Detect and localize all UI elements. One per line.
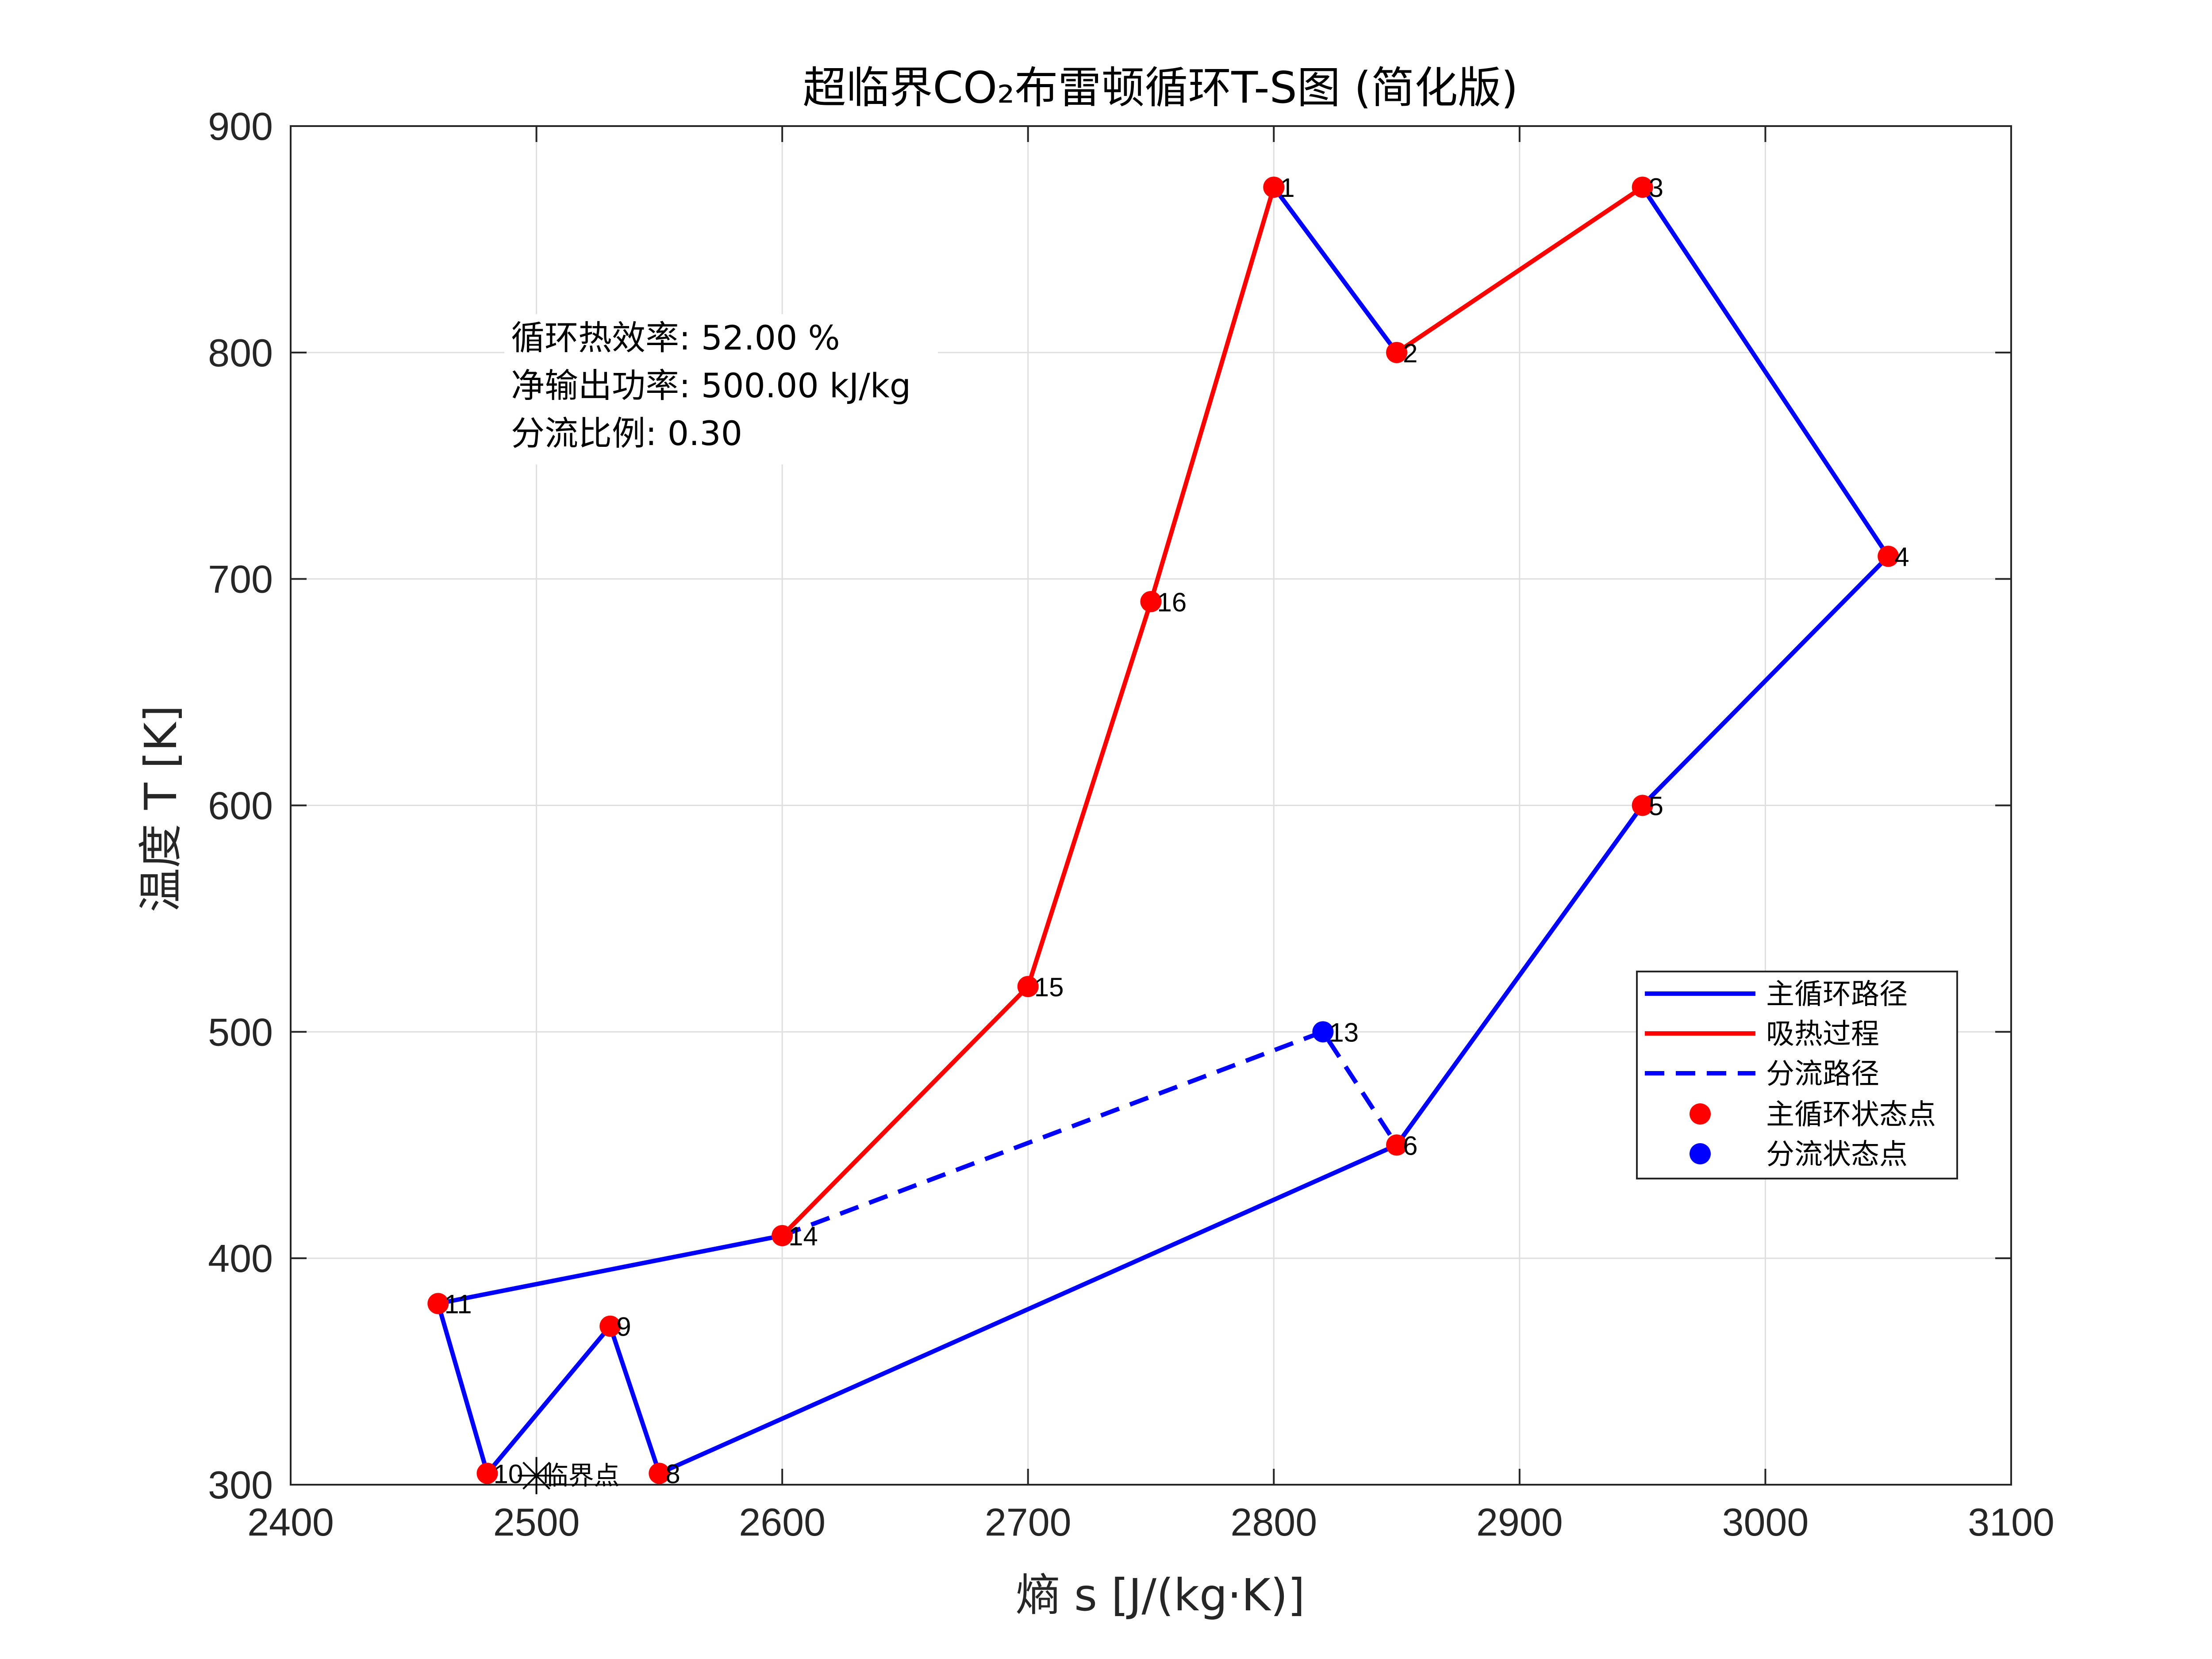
x-tick-label-2500: 2500 <box>493 1500 580 1544</box>
state-point-10 <box>476 1463 498 1484</box>
series-line-1-segment-0 <box>780 186 1276 1237</box>
annotation-net-work: 净输出功率: 500.00 kJ/kg <box>511 366 911 405</box>
x-tick-label-2600: 2600 <box>739 1500 826 1544</box>
x-tick-label-3100: 3100 <box>1968 1500 2055 1544</box>
legend-swatch-split-points <box>1690 1143 1711 1164</box>
x-tick-label-2800: 2800 <box>1230 1500 1317 1544</box>
x-tick-label-2700: 2700 <box>985 1500 1071 1544</box>
state-point-8 <box>649 1463 670 1484</box>
state-point-4 <box>1878 545 1899 567</box>
y-tick-label-500: 500 <box>208 1010 273 1054</box>
markers-layer <box>427 177 1899 1494</box>
state-point-label-8: 8 <box>665 1459 680 1489</box>
legend: 主循环路径 吸热过程 分流路径 主循环状态点 分流状态点 <box>1636 971 1958 1179</box>
state-point-14 <box>772 1225 793 1246</box>
state-point-label-5: 5 <box>1649 791 1663 821</box>
y-tick-label-900: 900 <box>208 104 273 148</box>
x-tick-label-2900: 2900 <box>1476 1500 1563 1544</box>
y-tick-label-600: 600 <box>208 784 273 828</box>
series-line-0-segment-0 <box>1272 186 1399 354</box>
annotation-box <box>504 314 938 465</box>
state-point-label-15: 15 <box>1034 972 1064 1002</box>
y-tick-label-700: 700 <box>208 557 273 601</box>
state-point-label-10: 10 <box>493 1459 523 1489</box>
x-tick-label-2400: 2400 <box>247 1500 334 1544</box>
state-point-16 <box>1140 591 1162 612</box>
legend-swatch-main-points <box>1690 1103 1711 1125</box>
state-point-label-13: 13 <box>1329 1018 1359 1047</box>
grid <box>290 125 2012 1486</box>
y-tick-label-400: 400 <box>208 1237 273 1280</box>
annotation-split-ratio: 分流比例: 0.30 <box>511 414 742 453</box>
annotation-efficiency: 循环热效率: 52.00 % <box>511 318 840 357</box>
legend-label-split-points: 分流状态点 <box>1766 1138 1908 1171</box>
state-point-15 <box>1017 975 1039 997</box>
state-point-label-3: 3 <box>1649 173 1663 203</box>
state-point-1 <box>1263 177 1285 198</box>
x-axis-title: 熵 s [J/(kg·K)] <box>1016 1569 1305 1621</box>
state-point-label-9: 9 <box>616 1312 631 1342</box>
state-point-label-4: 4 <box>1894 542 1909 572</box>
legend-label-main-path: 主循环路径 <box>1766 978 1908 1011</box>
legend-label-split-path: 分流路径 <box>1766 1058 1879 1091</box>
state-point-label-11: 11 <box>444 1290 472 1319</box>
chart-title: 超临界CO₂布雷顿循环T-S图 (简化版) <box>803 63 1518 113</box>
state-point-6 <box>1386 1134 1408 1156</box>
point-labels-layer: 1 2 3 4 5 6 8 9 10 11 13 14 15 16 临界点 <box>444 173 1909 1490</box>
state-point-label-16: 16 <box>1157 588 1187 617</box>
critical-point-label: 临界点 <box>543 1461 620 1491</box>
state-point-2 <box>1386 342 1408 363</box>
state-point-11 <box>427 1293 449 1314</box>
state-point-label-2: 2 <box>1403 338 1417 368</box>
state-point-label-14: 14 <box>788 1221 818 1251</box>
y-tick-label-800: 800 <box>208 331 273 375</box>
axes: 2400 2500 2600 2700 2800 2900 3000 310030040050… <box>208 104 2055 1544</box>
state-point-5 <box>1632 795 1653 816</box>
state-point-label-6: 6 <box>1403 1131 1417 1160</box>
series-line-2-segment-0 <box>781 1029 1399 1238</box>
x-tick-label-3000: 3000 <box>1722 1500 1809 1544</box>
critical-point-marker <box>518 1457 555 1494</box>
state-point-9 <box>599 1315 621 1337</box>
y-axis-title: 温度 T [K] <box>135 705 187 912</box>
legend-label-heat-addition: 吸热过程 <box>1766 1018 1879 1051</box>
state-point-label-1: 1 <box>1280 173 1294 203</box>
series-line-1-segment-1 <box>1395 185 1644 354</box>
legend-label-main-points: 主循环状态点 <box>1766 1098 1936 1131</box>
state-point-13 <box>1312 1021 1334 1043</box>
y-tick-label-300: 300 <box>208 1463 273 1507</box>
state-point-3 <box>1632 177 1653 198</box>
